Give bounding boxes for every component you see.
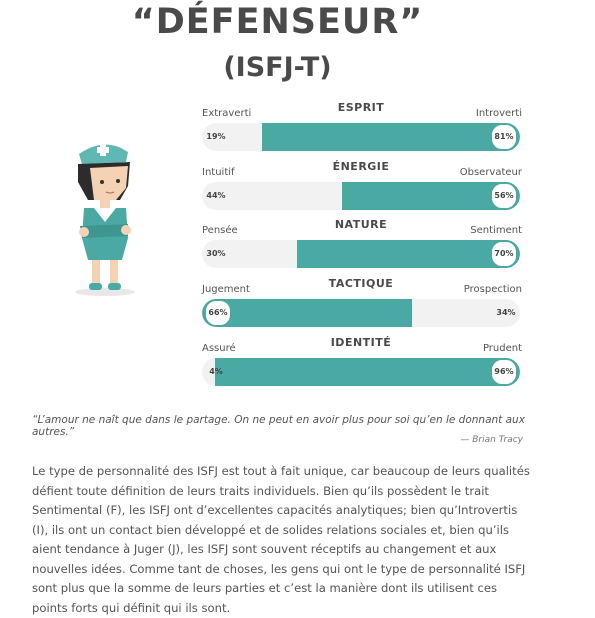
- trait-right-percent: 70%: [490, 240, 518, 268]
- trait-heading: TACTIQUE: [328, 277, 394, 290]
- trait-bar: 44% 56%: [202, 182, 520, 210]
- trait-2: Pensée NATURE Sentiment 30% 70%: [198, 218, 524, 268]
- trait-right-label: Prospection: [463, 284, 522, 295]
- trait-bar-fill: [262, 123, 520, 151]
- trait-right-label: Sentiment: [470, 225, 522, 236]
- trait-heading: IDENTITÉ: [330, 336, 392, 349]
- quote-author: — Brian Tracy: [460, 435, 523, 445]
- trait-left-percent: 66%: [204, 299, 232, 327]
- trait-1: Intuitif ÉNERGIE Observateur 44% 56%: [198, 160, 524, 210]
- trait-left-label: Jugement: [202, 284, 250, 295]
- trait-right-label: Introverti: [475, 108, 522, 119]
- trait-right-percent: 96%: [490, 358, 518, 386]
- trait-left-label: Pensée: [202, 225, 238, 236]
- trait-bar: 66% 34%: [202, 299, 520, 327]
- trait-left-label: Assuré: [202, 343, 236, 354]
- trait-left-percent: 44%: [206, 191, 226, 200]
- nurse-character-illustration: [70, 138, 140, 298]
- trait-left-percent: 4%: [209, 367, 223, 376]
- trait-4: Assuré IDENTITÉ Prudent 4% 96%: [198, 336, 524, 386]
- trait-bar: 19% 81%: [202, 123, 520, 151]
- page-title: “DÉFENSEUR”: [131, 2, 424, 42]
- trait-3: Jugement TACTIQUE Prospection 66% 34%: [198, 277, 524, 327]
- trait-bar-fill: [297, 240, 520, 268]
- description-paragraph: Le type de personnalité des ISFJ est tou…: [32, 464, 530, 615]
- trait-bar-fill: [215, 358, 520, 386]
- trait-heading: ESPRIT: [337, 101, 385, 114]
- page-subtitle: (ISFJ-T): [223, 52, 332, 83]
- quote-text: “L’amour ne naît que dans le partage. On…: [32, 414, 525, 438]
- trait-bar: 30% 70%: [202, 240, 520, 268]
- trait-0: Extraverti ESPRIT Introverti 19% 81%: [198, 101, 524, 151]
- trait-right-label: Observateur: [459, 167, 522, 178]
- trait-left-percent: 19%: [206, 132, 226, 141]
- trait-left-label: Extraverti: [202, 108, 252, 119]
- trait-bar-fill: [202, 299, 412, 327]
- trait-heading: ÉNERGIE: [332, 160, 390, 173]
- trait-left-percent: 30%: [206, 249, 226, 258]
- trait-right-label: Prudent: [482, 343, 522, 354]
- trait-bar: 4% 96%: [202, 358, 520, 386]
- trait-right-percent: 81%: [490, 123, 518, 151]
- trait-left-label: Intuitif: [202, 167, 235, 178]
- trait-right-percent: 34%: [496, 308, 516, 317]
- trait-heading: NATURE: [334, 218, 388, 231]
- trait-right-percent: 56%: [490, 182, 518, 210]
